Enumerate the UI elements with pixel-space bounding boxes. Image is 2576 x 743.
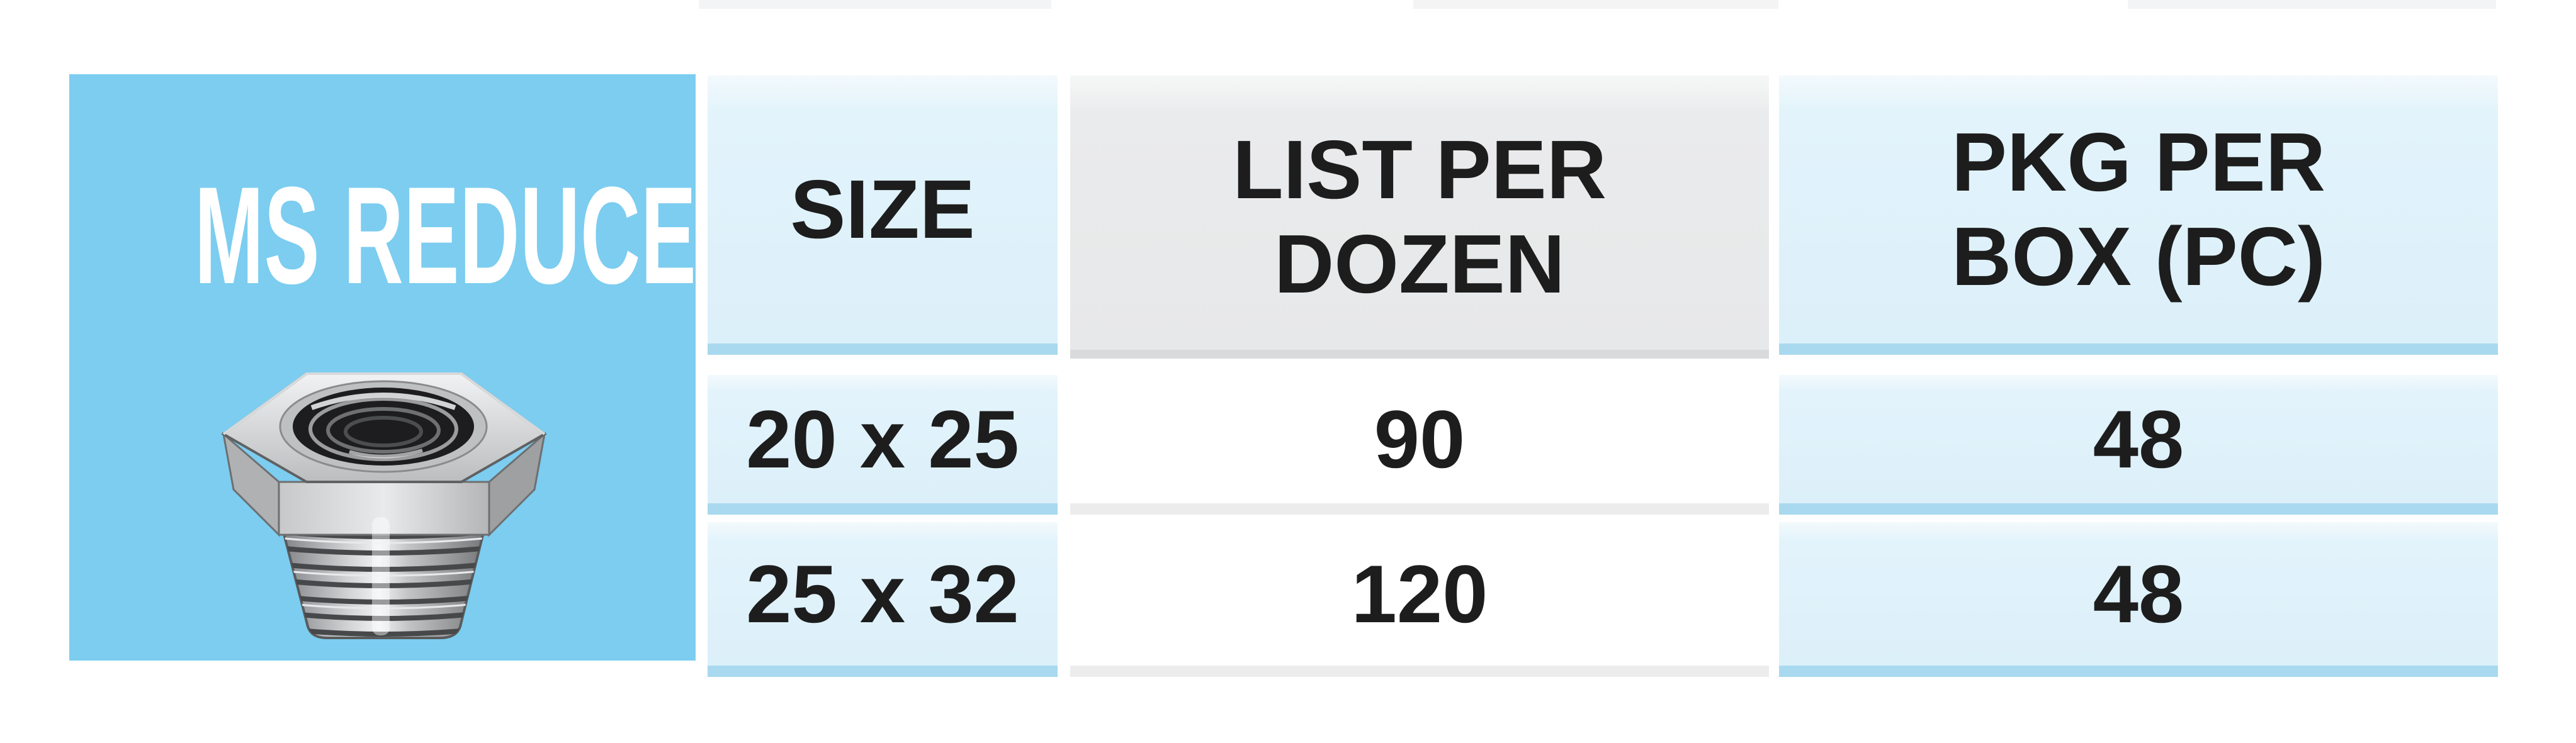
product-panel: MS REDUCER [69,74,757,661]
header-divider [1070,350,1769,359]
cell-list-per-dozen-row2: 120 [1070,522,1769,666]
header-line: LIST PER [1232,123,1607,216]
hex-reducer-bushing-photo [221,372,547,639]
column-header-size: SIZE [708,75,1058,344]
header-line: SIZE [790,163,975,255]
cell-pkg-per-box-row2: 48 [1779,522,2498,666]
product-title: MS REDUCER [195,158,757,313]
table-bottom-divider [1070,666,1769,677]
row-divider [708,503,1058,515]
column-header-pkg-per-box: PKG PER BOX (PC) [1779,75,2498,344]
row-divider [1070,503,1769,515]
header-line: BOX (PC) [1952,210,2325,303]
cell-list-per-dozen-row1: 90 [1070,375,1769,503]
table-bottom-divider [708,666,1058,677]
header-divider [1779,344,2498,355]
table-bottom-divider [1779,666,2498,677]
cropped-row-above-remnant [699,0,1051,9]
column-header-list-per-dozen: LIST PER DOZEN [1070,75,1769,359]
header-divider [708,344,1058,355]
header-line: DOZEN [1274,218,1565,310]
row-divider [1779,503,2498,515]
cell-pkg-per-box-row1: 48 [1779,375,2498,503]
cell-size-row1: 20 x 25 [708,375,1058,503]
cropped-row-above-remnant [1413,0,1778,9]
cell-size-row2: 25 x 32 [708,522,1058,666]
header-line: PKG PER [1951,116,2326,208]
cropped-row-above-remnant [2128,0,2496,9]
